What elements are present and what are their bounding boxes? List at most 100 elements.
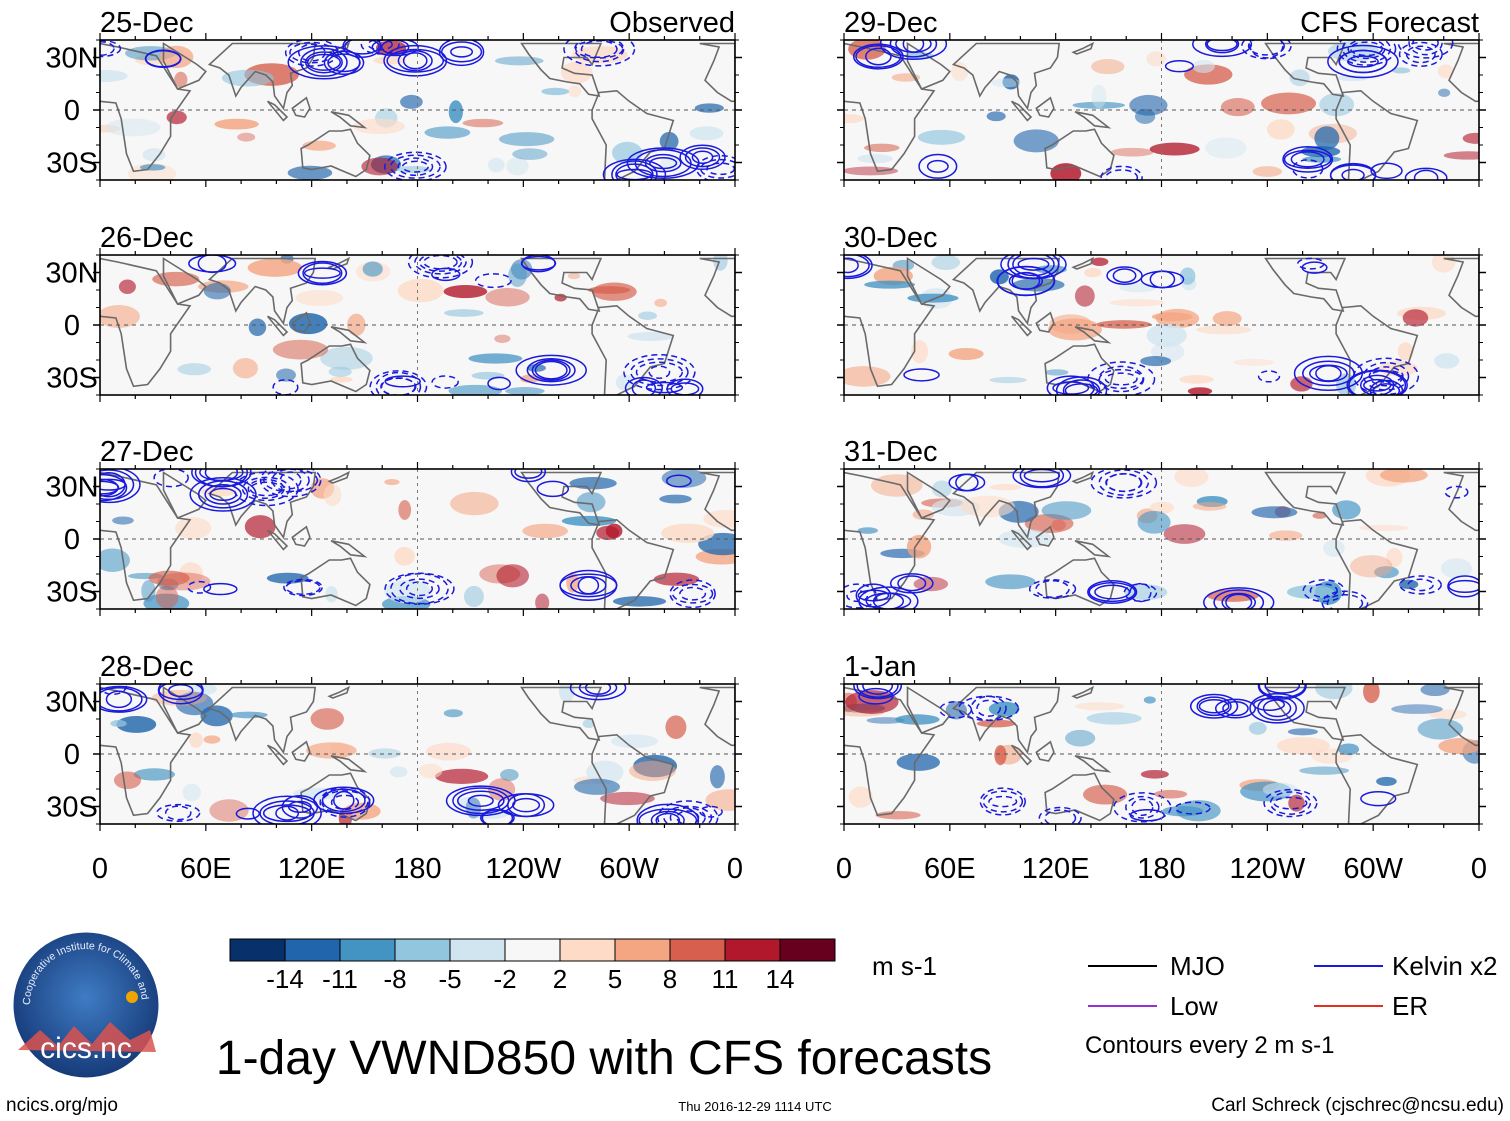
kelvin-contour <box>1196 696 1232 717</box>
anomaly-shading <box>133 768 176 781</box>
anomaly-shading <box>1268 530 1303 541</box>
kelvin-contour <box>1241 40 1292 60</box>
panel-date-label: 1-Jan <box>844 651 917 683</box>
anomaly-shading <box>362 261 383 277</box>
website-link[interactable]: ncics.org/mjo <box>6 1095 118 1116</box>
anomaly-shading <box>567 272 581 280</box>
coastline <box>1035 311 1055 333</box>
kelvin-contour <box>1273 796 1308 810</box>
coastline <box>951 42 1061 111</box>
kelvin-contour <box>671 583 714 604</box>
coastline <box>327 685 351 699</box>
kelvin-contour <box>1362 361 1410 391</box>
anomaly-shading <box>1174 469 1209 487</box>
kelvin-contour <box>302 262 343 285</box>
kelvin-contour <box>100 471 126 498</box>
kelvin-contour <box>164 805 192 821</box>
kelvin-contour <box>948 473 986 492</box>
colorbar-swatch <box>229 938 286 962</box>
lat-tick-label: 30N <box>45 43 98 75</box>
coastline <box>951 686 1061 755</box>
kelvin-contour <box>634 149 692 178</box>
kelvin-contour <box>1090 469 1158 499</box>
kelvin-contour <box>1204 40 1240 54</box>
kelvin-contour <box>611 160 658 180</box>
anomaly-shading <box>870 474 923 497</box>
kelvin-contour <box>844 583 878 609</box>
kelvin-contour <box>375 371 422 395</box>
kelvin-contour <box>275 805 300 821</box>
kelvin-contour <box>521 255 556 273</box>
coastline <box>100 471 192 602</box>
kelvin-contour <box>423 255 458 270</box>
kelvin-contour <box>1112 268 1137 284</box>
figure-title: 1-day VWND850 with CFS forecasts <box>216 1032 992 1085</box>
kelvin-contour <box>1368 366 1404 387</box>
anomaly-shading <box>1109 299 1165 307</box>
anomaly-shading <box>520 374 540 384</box>
coastline <box>266 100 289 122</box>
panel-date-label: 28-Dec <box>100 651 194 683</box>
kelvin-contour <box>1055 376 1108 395</box>
anomaly-shading <box>906 534 932 559</box>
timestamp: Thu 2016-12-29 1114 UTC <box>678 1099 831 1114</box>
kelvin-contour <box>853 684 902 700</box>
anomaly-shading <box>535 593 550 609</box>
anomaly-shading <box>638 311 657 321</box>
lat-tick-label: 30S <box>46 792 98 824</box>
kelvin-contour <box>1264 684 1301 694</box>
kelvin-contour <box>1257 684 1307 700</box>
anomaly-shading <box>1350 555 1393 578</box>
anomaly-shading <box>443 709 463 718</box>
kelvin-contour <box>1341 168 1365 180</box>
coastline <box>951 471 1061 540</box>
kelvin-contour <box>856 684 899 698</box>
kelvin-contour <box>1327 44 1399 79</box>
anomaly-shading <box>1391 67 1411 74</box>
lat-tick-label: 30S <box>46 148 98 180</box>
anomaly-shading <box>1176 800 1221 822</box>
kelvin-contour <box>259 800 315 824</box>
anomaly-shading <box>1041 501 1092 520</box>
anomaly-shading <box>323 484 342 507</box>
anomaly-shading <box>1233 358 1274 366</box>
anomaly-shading <box>931 480 952 498</box>
kelvin-contour <box>897 575 927 592</box>
kelvin-contour <box>241 476 291 502</box>
colorbar-tick-label: -8 <box>383 964 406 994</box>
anomaly-shading <box>1151 312 1193 322</box>
kelvin-contour <box>1129 582 1152 603</box>
lat-tick-label: 0 <box>64 739 80 771</box>
coastline <box>300 557 371 607</box>
kelvin-contour <box>330 794 360 811</box>
panel-source-label: Observed <box>609 7 735 39</box>
kelvin-contour <box>297 260 348 286</box>
kelvin-contour <box>1336 40 1397 66</box>
kelvin-contour <box>979 787 1026 816</box>
kelvin-contour <box>1407 578 1434 592</box>
kelvin-contour <box>1326 593 1364 609</box>
kelvin-contour <box>1044 809 1077 824</box>
anomaly-shading <box>310 708 344 730</box>
coastline <box>520 471 603 526</box>
anomaly-shading <box>586 760 624 784</box>
colorbar-tick-label: -2 <box>493 964 516 994</box>
colorbar-swatch <box>614 938 671 962</box>
kelvin-contour <box>389 154 441 179</box>
anomaly-shading <box>361 157 398 176</box>
kelvin-contour <box>145 50 182 68</box>
coastline <box>1335 518 1419 609</box>
kelvin-contour <box>1399 575 1442 595</box>
anomaly-shading <box>1299 766 1350 775</box>
kelvin-contour <box>700 158 735 179</box>
coastline <box>330 326 368 344</box>
kelvin-contour <box>1257 370 1281 383</box>
kelvin-contour <box>1297 257 1325 270</box>
kelvin-contour <box>569 684 627 701</box>
coastline <box>162 686 207 735</box>
kelvin-contour <box>844 255 873 280</box>
anomaly-shading <box>844 114 864 124</box>
anomaly-shading <box>177 363 212 376</box>
anomaly-shading <box>857 527 879 534</box>
lon-tick-label: 60W <box>1343 853 1403 885</box>
